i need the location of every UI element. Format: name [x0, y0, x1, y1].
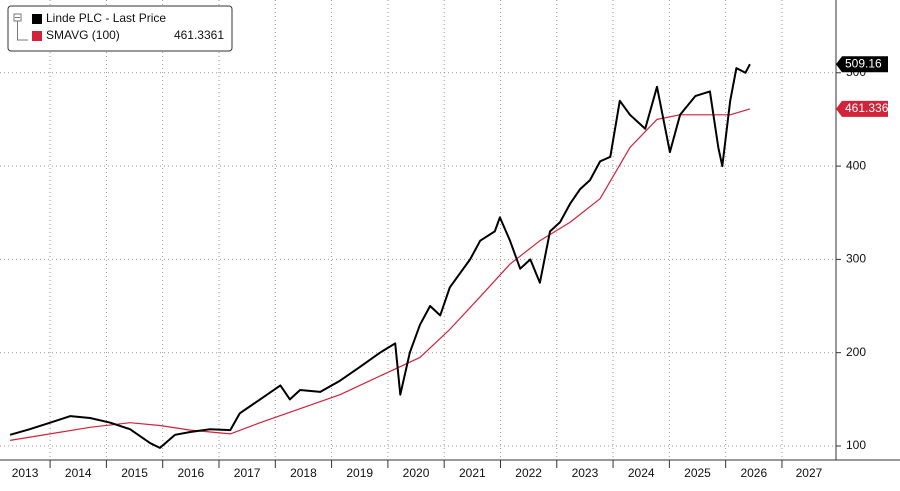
- legend-label: SMAVG (100): [46, 28, 120, 42]
- legend-label: Linde PLC - Last Price: [46, 11, 166, 25]
- x-tick-label: 2024: [628, 466, 655, 480]
- x-tick-label: 2016: [177, 466, 204, 480]
- legend-swatch: [32, 31, 42, 41]
- last-value-label: 461.3361: [845, 101, 895, 115]
- x-tick-label: 2025: [684, 466, 711, 480]
- x-tick-label: 2017: [234, 466, 261, 480]
- y-tick-label: 400: [846, 158, 866, 172]
- legend-swatch: [32, 14, 42, 24]
- legend-box: [7, 5, 233, 52]
- x-tick-label: 2027: [796, 466, 823, 480]
- x-tick-label: 2022: [515, 466, 542, 480]
- x-tick-label: 2020: [403, 466, 430, 480]
- last-value-label: 509.16: [845, 56, 882, 70]
- x-tick-label: 2021: [459, 466, 486, 480]
- last-value-tag: [836, 100, 888, 117]
- series-line: [9, 63, 751, 449]
- last-value-tag: [836, 56, 888, 73]
- x-tick-label: 2023: [572, 466, 599, 480]
- series-line: [10, 108, 751, 441]
- y-tick-label: 300: [846, 252, 866, 266]
- x-tick-label: 2018: [290, 466, 317, 480]
- legend-value: 461.3361: [174, 28, 224, 42]
- x-tick-label: 2015: [121, 466, 148, 480]
- x-tick-label: 2026: [740, 466, 767, 480]
- x-tick-label: 2013: [12, 466, 39, 480]
- legend-icon: [13, 13, 28, 41]
- x-tick-label: 2014: [65, 466, 92, 480]
- legend: Linde PLC - Last Price SMAVG (100) 461.336…: [7, 5, 233, 52]
- y-tick-label: 200: [846, 345, 866, 359]
- x-tick-label: 2019: [346, 466, 373, 480]
- y-tick-label: 100: [846, 438, 866, 452]
